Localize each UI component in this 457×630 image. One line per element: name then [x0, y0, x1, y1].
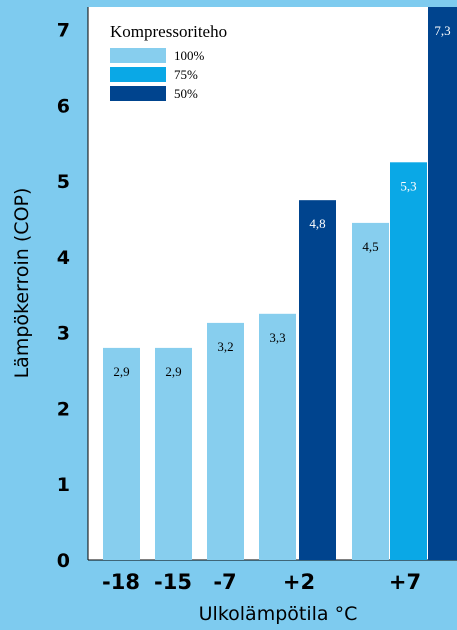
bar-+2-50% — [299, 200, 336, 560]
legend-label-100%: 100% — [174, 48, 205, 63]
x-tick-label: -18 — [102, 570, 140, 594]
bar-+7-100% — [352, 222, 389, 560]
bar--18-100% — [103, 347, 140, 560]
x-tick-label: -15 — [154, 570, 192, 594]
y-tick-label: 0 — [57, 550, 70, 572]
legend-title: Kompressoriteho — [110, 22, 227, 41]
data-label--15-100%: 2,9 — [165, 364, 181, 379]
y-tick-label: 1 — [57, 474, 70, 496]
bars-layer — [103, 7, 457, 560]
y-tick-label: 3 — [57, 323, 70, 345]
y-tick-label: 2 — [57, 398, 70, 420]
legend-label-50%: 50% — [174, 86, 198, 101]
y-tick-label: 5 — [57, 171, 70, 193]
data-label-+2-100%: 3,3 — [269, 330, 285, 345]
bar-+7-50% — [428, 7, 457, 560]
bar--15-100% — [155, 347, 192, 560]
data-label--18-100%: 2,9 — [113, 364, 129, 379]
bar--7-100% — [207, 322, 244, 560]
x-tick-label: -7 — [213, 570, 236, 594]
data-label-+2-50%: 4,8 — [309, 216, 325, 231]
bar-+7-75% — [390, 162, 427, 560]
data-label-+7-75%: 5,3 — [400, 178, 416, 193]
y-axis-title: Lämpökerroin (COP) — [11, 188, 33, 379]
x-axis-title: Ulkolämpötila °C — [199, 603, 358, 625]
legend-swatch-75% — [110, 67, 166, 82]
data-label-+7-50%: 7,3 — [434, 23, 450, 38]
data-labels-layer: 2,9 2,9 3,2 3,3 4,8 4,5 5,3 7,3 — [113, 23, 450, 379]
y-tick-label: 6 — [57, 95, 70, 117]
data-label-+7-100%: 4,5 — [362, 239, 378, 254]
y-tick-labels: 0 1 2 3 4 5 6 7 — [57, 20, 70, 572]
legend-swatch-100% — [110, 48, 166, 63]
x-tick-label: +2 — [283, 570, 315, 594]
y-tick-label: 4 — [57, 247, 70, 269]
legend-label-75%: 75% — [174, 67, 198, 82]
legend-swatch-50% — [110, 86, 166, 101]
data-label--7-100%: 3,2 — [217, 339, 233, 354]
legend: Kompressoriteho 100% 75% 50% — [110, 22, 227, 101]
x-tick-label: +7 — [389, 570, 421, 594]
x-tick-labels: -18 -15 -7 +2 +7 — [102, 570, 421, 594]
y-tick-label: 7 — [57, 20, 70, 42]
bar-+2-100% — [259, 313, 296, 560]
